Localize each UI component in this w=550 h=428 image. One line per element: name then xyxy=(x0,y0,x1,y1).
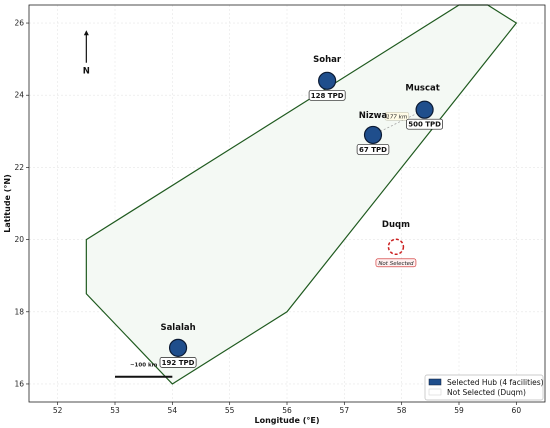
not-selected-marker xyxy=(387,238,405,256)
hub-capacity-muscat: 500 TPD xyxy=(408,121,441,129)
distance-line xyxy=(372,109,425,136)
legend-swatch xyxy=(428,388,442,396)
hub-marker-nizwa xyxy=(363,125,383,145)
capacity-box xyxy=(159,357,197,368)
tick-labels: 52 53 54 55 56 57 58 59 60 16 18 20 22 24 26 xyxy=(14,19,521,415)
hub-name-muscat: Muscat xyxy=(405,84,439,94)
distance-label: 177 km xyxy=(386,114,407,120)
coverage-hull xyxy=(85,4,518,385)
hub-capacity-salalah: 192 TPD xyxy=(162,359,195,367)
x-tick-label: 55 xyxy=(225,406,235,415)
hub-capacity-nizwa: 67 TPD xyxy=(359,146,387,154)
y-tick-label: 22 xyxy=(14,163,24,172)
north-label: N xyxy=(83,67,90,77)
x-tick-label: 60 xyxy=(512,406,522,415)
x-tick-label: 52 xyxy=(53,406,63,415)
hub-name-nizwa: Nizwa xyxy=(359,111,388,121)
x-tick-label: 53 xyxy=(110,406,120,415)
legend-label: Not Selected (Duqm) xyxy=(447,388,526,397)
legend-box xyxy=(424,374,544,401)
hub-marker-sohar xyxy=(318,71,337,90)
north-arrow-head xyxy=(83,30,89,36)
legend-label: Selected Hub (4 facilities) xyxy=(447,378,544,387)
hub-name-sohar: Sohar xyxy=(313,55,342,65)
hub-marker-salalah xyxy=(168,338,188,357)
capacity-box xyxy=(406,118,443,130)
hub-name-salalah: Salalah xyxy=(160,323,195,333)
y-tick-label: 20 xyxy=(14,235,24,244)
x-tick-label: 59 xyxy=(454,406,464,415)
x-tick-label: 54 xyxy=(168,406,178,415)
x-tick-label: 58 xyxy=(397,406,407,415)
scale-bar-label: ~100 km xyxy=(130,363,158,369)
x-axis-title: Longitude (°E) xyxy=(255,416,320,425)
not-selected-badge xyxy=(375,258,417,268)
markers: 177 km Sohar 128 TPD Muscat 500 TPD Nizwa 67 T… xyxy=(83,30,443,378)
y-axis-title: Latitude (°N) xyxy=(3,174,12,233)
distance-label-box xyxy=(384,112,410,121)
y-tick-label: 18 xyxy=(14,307,24,316)
legend-swatch xyxy=(428,378,442,386)
y-tick-label: 24 xyxy=(14,91,24,100)
hub-capacity-sohar: 128 TPD xyxy=(311,92,344,100)
y-tick-label: 26 xyxy=(14,19,24,28)
not-selected-label: Not Selected xyxy=(378,261,414,267)
y-tick-label: 16 xyxy=(14,379,24,388)
capacity-box xyxy=(308,89,346,101)
service-area xyxy=(85,4,518,385)
legend: Selected Hub (4 facilities)Not Selected … xyxy=(424,374,544,401)
capacity-box xyxy=(356,144,390,155)
not-selected-name: Duqm xyxy=(382,220,410,230)
x-tick-label: 56 xyxy=(282,406,292,415)
x-tick-label: 57 xyxy=(340,406,350,415)
hub-marker-muscat xyxy=(415,100,434,119)
